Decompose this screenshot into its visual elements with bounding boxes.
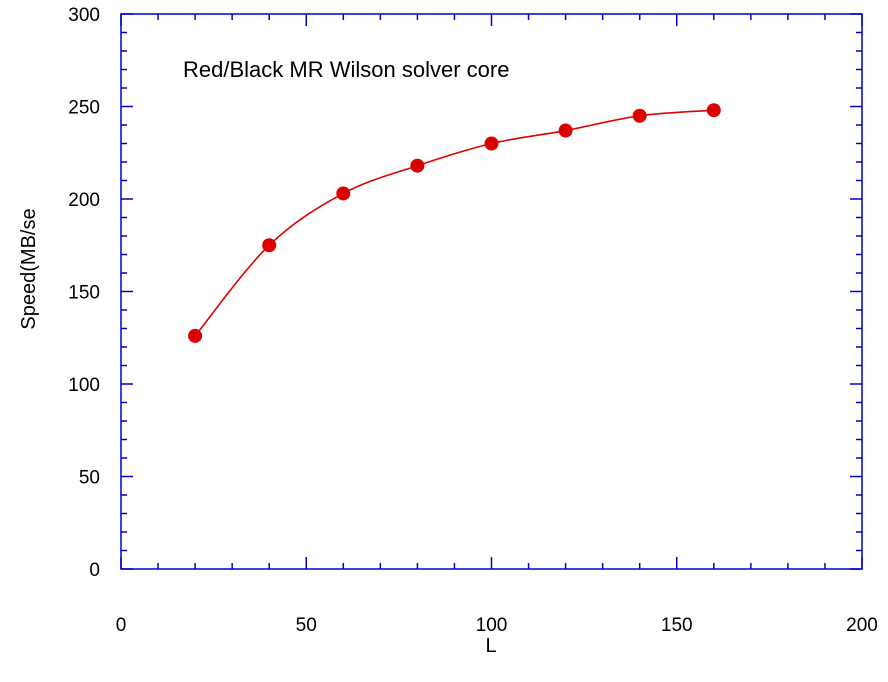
x-axis-title: L (485, 635, 496, 657)
plot-frame (120, 13, 863, 570)
y-tick-labels: 0 50 100 150 200 250 300 (68, 5, 100, 581)
x-tick-label: 50 (296, 615, 317, 636)
data-point (632, 108, 647, 123)
x-tick-labels: 0 50 100 150 200 (116, 615, 878, 636)
data-point (706, 103, 721, 118)
y-tick-label: 200 (68, 190, 100, 211)
data-point (410, 158, 425, 173)
data-point (336, 186, 351, 201)
data-point (558, 123, 573, 138)
series-line (194, 109, 714, 337)
x-tick-label: 0 (116, 615, 127, 636)
x-tick-label: 200 (846, 615, 878, 636)
y-tick-label: 50 (79, 468, 100, 489)
y-axis-title: Speed(MB/se (18, 208, 40, 329)
y-tick-label: 0 (89, 560, 100, 581)
x-tick-label: 100 (476, 615, 508, 636)
y-tick-label: 100 (68, 375, 100, 396)
data-series (188, 103, 721, 343)
axes (120, 13, 863, 570)
x-tick-label: 150 (661, 615, 693, 636)
y-tick-label: 150 (68, 283, 100, 304)
data-point (262, 238, 277, 253)
tick-marks (120, 13, 863, 570)
y-tick-label: 300 (68, 5, 100, 26)
data-point (188, 328, 203, 343)
y-tick-label: 250 (68, 98, 100, 119)
data-point (484, 136, 499, 151)
chart-annotation: Red/Black MR Wilson solver core (183, 57, 509, 82)
